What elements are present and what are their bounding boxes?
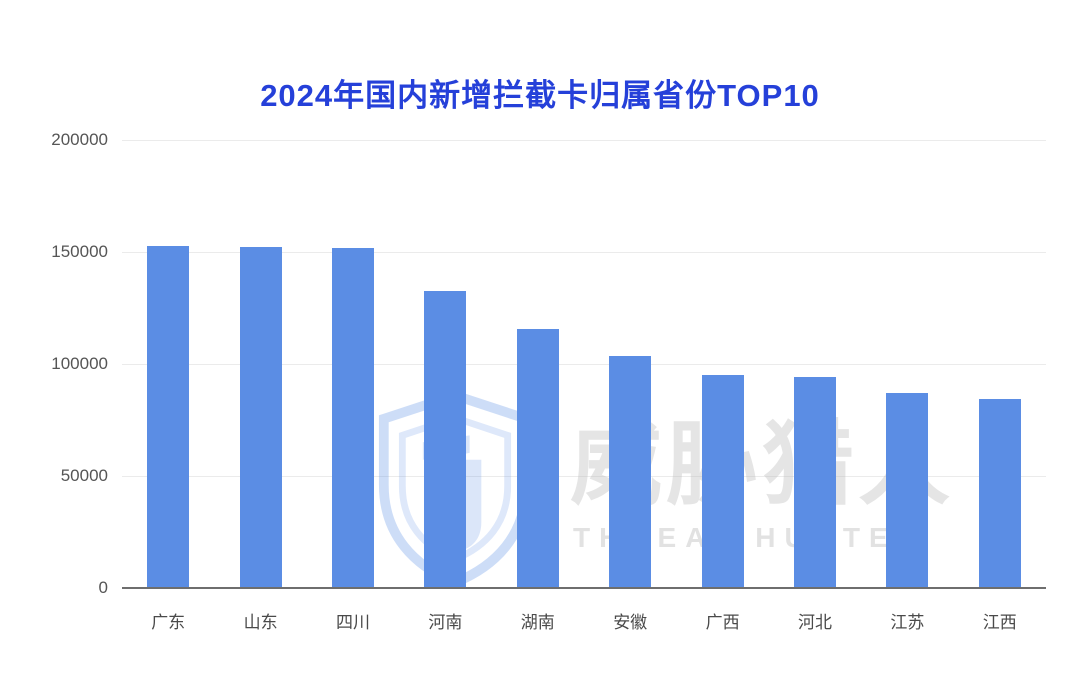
bar-四川 xyxy=(332,247,374,588)
bar-江西 xyxy=(978,398,1021,588)
x-axis-category-label: 四川 xyxy=(336,613,370,632)
bar-湖南 xyxy=(516,329,559,588)
x-axis-category-label: 广西 xyxy=(705,613,740,632)
gridline xyxy=(122,252,1046,253)
x-axis-category-label: 山东 xyxy=(243,613,278,632)
y-axis-tick-label: 200000 xyxy=(51,130,108,149)
bar-江苏 xyxy=(886,393,929,588)
y-axis-tick-label: 0 xyxy=(98,578,108,597)
y-axis-tick-label: 50000 xyxy=(60,466,108,485)
bar-河北 xyxy=(794,376,836,588)
x-axis-line xyxy=(122,587,1046,589)
gridline xyxy=(122,364,1046,365)
chart-title: 2024年国内新增拦截卡归属省份TOP10 xyxy=(260,78,820,113)
plot-area: 威胁猎人 THREAT HUNTER 0 50000 100000 150000 200… xyxy=(51,130,1046,632)
x-axis-category-label: 江苏 xyxy=(890,613,925,632)
x-axis-category-label: 河南 xyxy=(428,613,463,632)
x-axis-category-label: 安徽 xyxy=(613,613,648,632)
x-axis-category-label: 江西 xyxy=(982,613,1017,632)
bar-广西 xyxy=(701,375,744,588)
bar-广东 xyxy=(147,245,190,588)
y-axis-tick-label: 100000 xyxy=(51,354,108,373)
gridline xyxy=(122,140,1046,141)
x-axis-category-label: 河北 xyxy=(798,613,832,632)
bar-河南 xyxy=(424,291,467,588)
x-axis-category-label: 广东 xyxy=(151,613,186,632)
bar-安徽 xyxy=(609,355,652,588)
x-axis-category-label: 湖南 xyxy=(520,613,555,632)
y-axis-tick-label: 150000 xyxy=(51,242,108,261)
gridline xyxy=(122,476,1046,477)
bar-山东 xyxy=(239,247,282,588)
